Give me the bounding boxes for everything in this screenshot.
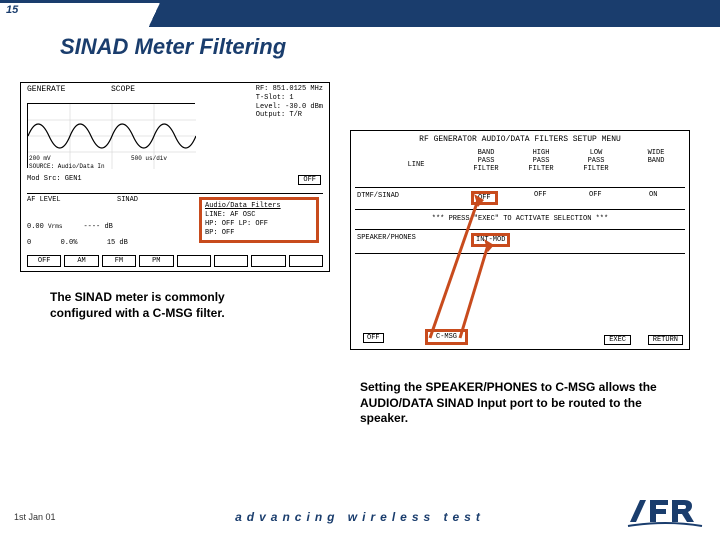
scale-15: 15 dB: [107, 239, 128, 247]
rp-rule-3: [355, 229, 685, 230]
adf-line3: BP: OFF: [205, 229, 313, 238]
row-dtmf: DTMF/SINAD OFF OFF OFF ON: [357, 191, 683, 207]
axis-left: 200 mV: [29, 155, 51, 162]
cmsg-button[interactable]: C-MSG: [425, 329, 468, 345]
btn-5[interactable]: [177, 255, 211, 267]
scale-0: 0: [27, 239, 31, 247]
dtmf-label: DTMF/SINAD: [357, 192, 399, 200]
adf-title: Audio/Data Filters: [205, 202, 313, 211]
dtmf-wb: ON: [647, 191, 659, 199]
mod-off: OFF: [298, 175, 321, 185]
btn-off[interactable]: OFF: [27, 255, 61, 267]
top-bar: 15: [0, 0, 720, 28]
audio-data-filters-box: Audio/Data Filters LINE: AF OSC HP: OFF …: [199, 197, 319, 243]
rp-title: RF GENERATOR AUDIO/DATA FILTERS SETUP ME…: [351, 135, 689, 144]
vrms-unit: Vrms: [48, 223, 62, 230]
dtmf-off-hl[interactable]: OFF: [471, 191, 498, 205]
adf-line2: HP: OFF LP: OFF: [205, 220, 313, 229]
axis-right: 500 us/div: [131, 155, 167, 162]
btn-am[interactable]: AM: [64, 255, 98, 267]
slide-title: SINAD Meter Filtering: [60, 34, 286, 60]
header-stripe: [140, 3, 720, 27]
rf-freq: RF: 851.0125 MHz: [256, 85, 323, 94]
rf-info: RF: 851.0125 MHz T-Slot: 1 Level: -30.0 …: [256, 85, 323, 120]
mod-src: Mod Src: GEN1: [27, 175, 82, 183]
dtmf-lp: OFF: [587, 191, 604, 199]
h-wb: WIDE BAND: [631, 149, 681, 165]
btn-fm[interactable]: FM: [102, 255, 136, 267]
h-bp: BAND PASS FILTER: [461, 149, 511, 173]
soft-keys: OFF AM FM PM: [27, 255, 323, 267]
h-line: LINE: [391, 161, 441, 169]
sinad-label: SINAD: [117, 196, 138, 204]
footer-tagline: advancing wireless test: [0, 510, 720, 524]
scope-label: SCOPE: [111, 85, 135, 94]
rp-rule-4: [355, 253, 685, 254]
filters-setup-panel: RF GENERATOR AUDIO/DATA FILTERS SETUP ME…: [350, 130, 690, 350]
waveform-icon: [28, 104, 196, 169]
rp-rule-1: [355, 187, 685, 188]
level: Level: -30.0 dBm: [256, 103, 323, 112]
output: Output: T/R: [256, 111, 323, 120]
speaker-intmod-hl[interactable]: INT-MOD: [471, 233, 510, 247]
bottom-off[interactable]: OFF: [363, 333, 384, 343]
tslot: T-Slot: 1: [256, 94, 323, 103]
speaker-label: SPEAKER/PHONES: [357, 234, 416, 242]
dtmf-hp: OFF: [532, 191, 549, 199]
h-hp: HIGH PASS FILTER: [516, 149, 566, 173]
generate-label: GENERATE: [27, 85, 65, 94]
val-row: 0.00 Vrms ---- dB: [27, 223, 113, 231]
scope-box: [27, 103, 195, 168]
source-label: SOURCE: Audio/Data In: [29, 163, 105, 170]
return-button[interactable]: RETURN: [648, 335, 683, 345]
row-speaker: SPEAKER/PHONES INT-MOD: [357, 233, 683, 249]
btn-7[interactable]: [251, 255, 285, 267]
db-val: ---- dB: [83, 223, 112, 231]
press-exec: *** PRESS "EXEC" TO ACTIVATE SELECTION *…: [351, 215, 689, 223]
page-number: 15: [6, 4, 18, 16]
af-level-label: AF LEVEL: [27, 196, 61, 204]
btn-pm[interactable]: PM: [139, 255, 173, 267]
rp-rule-2: [355, 209, 685, 210]
scale-row: 0 0.0% 15 dB: [27, 239, 128, 247]
ifr-logo-icon: [626, 494, 704, 532]
h-lp: LOW PASS FILTER: [571, 149, 621, 173]
btn-8[interactable]: [289, 255, 323, 267]
btn-6[interactable]: [214, 255, 248, 267]
adf-line1: LINE: AF OSC: [205, 211, 313, 220]
scale-pct: 0.0%: [61, 239, 78, 247]
analyzer-panel: GENERATE SCOPE RF: 851.0125 MHz T-Slot: …: [20, 82, 330, 272]
desc-right: Setting the SPEAKER/PHONES to C-MSG allo…: [360, 380, 660, 427]
vrms-val: 0.00: [27, 223, 44, 231]
desc-left: The SINAD meter is commonly configured w…: [50, 290, 260, 321]
exec-button[interactable]: EXEC: [604, 335, 631, 345]
